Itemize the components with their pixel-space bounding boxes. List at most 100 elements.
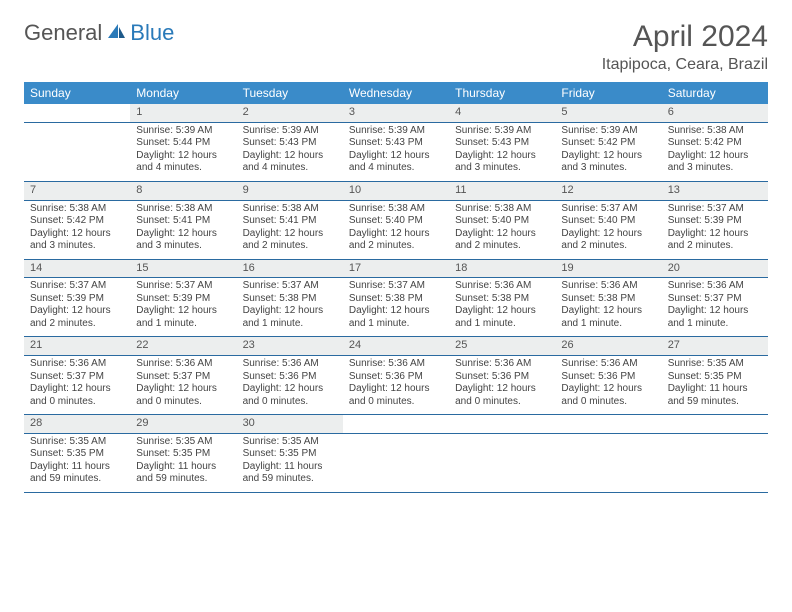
day-number: 29 (130, 415, 236, 433)
calendar-table: Sunday Monday Tuesday Wednesday Thursday… (24, 82, 768, 493)
day-cell (449, 433, 555, 492)
daylight-text-1: Daylight: 12 hours (561, 383, 655, 396)
weekday-header: Monday (130, 82, 236, 104)
daylight-text-2: and 59 minutes. (30, 473, 124, 486)
day-cell: Sunrise: 5:37 AMSunset: 5:39 PMDaylight:… (130, 278, 236, 337)
day-cell (24, 122, 130, 181)
day-cell: Sunrise: 5:36 AMSunset: 5:36 PMDaylight:… (449, 356, 555, 415)
day-cell: Sunrise: 5:37 AMSunset: 5:38 PMDaylight:… (343, 278, 449, 337)
day-cell: Sunrise: 5:37 AMSunset: 5:39 PMDaylight:… (662, 200, 768, 259)
daylight-text-2: and 0 minutes. (561, 396, 655, 409)
day-content-row: Sunrise: 5:37 AMSunset: 5:39 PMDaylight:… (24, 278, 768, 337)
day-number-cell: 9 (237, 181, 343, 200)
sunset-text: Sunset: 5:44 PM (136, 137, 230, 150)
sunset-text: Sunset: 5:40 PM (349, 215, 443, 228)
day-number: 28 (24, 415, 130, 433)
daylight-text-2: and 1 minute. (668, 318, 762, 331)
sunset-text: Sunset: 5:38 PM (349, 293, 443, 306)
daylight-text-2: and 2 minutes. (561, 240, 655, 253)
day-number-cell: 22 (130, 337, 236, 356)
day-number-cell: 28 (24, 415, 130, 434)
day-number-cell: 6 (662, 104, 768, 122)
sunrise-text: Sunrise: 5:38 AM (349, 203, 443, 216)
weekday-header: Tuesday (237, 82, 343, 104)
day-number: 24 (343, 337, 449, 355)
daylight-text-2: and 2 minutes. (349, 240, 443, 253)
title-block: April 2024 Itapipoca, Ceara, Brazil (602, 20, 768, 74)
weekday-header: Saturday (662, 82, 768, 104)
sunset-text: Sunset: 5:40 PM (561, 215, 655, 228)
day-number: 25 (449, 337, 555, 355)
day-number: 23 (237, 337, 343, 355)
day-number: 17 (343, 260, 449, 278)
sunrise-text: Sunrise: 5:37 AM (136, 280, 230, 293)
day-details: Sunrise: 5:36 AMSunset: 5:36 PMDaylight:… (449, 356, 555, 414)
day-cell: Sunrise: 5:38 AMSunset: 5:42 PMDaylight:… (24, 200, 130, 259)
sunrise-text: Sunrise: 5:38 AM (136, 203, 230, 216)
daylight-text-2: and 59 minutes. (668, 396, 762, 409)
sunset-text: Sunset: 5:41 PM (136, 215, 230, 228)
daylight-text-2: and 1 minute. (455, 318, 549, 331)
day-number-cell: 10 (343, 181, 449, 200)
day-number-cell: 25 (449, 337, 555, 356)
day-number-cell (449, 415, 555, 434)
daylight-text-2: and 2 minutes. (455, 240, 549, 253)
sunrise-text: Sunrise: 5:36 AM (561, 358, 655, 371)
day-details: Sunrise: 5:35 AMSunset: 5:35 PMDaylight:… (24, 434, 130, 492)
daylight-text-1: Daylight: 11 hours (243, 461, 337, 474)
sunrise-text: Sunrise: 5:39 AM (243, 125, 337, 138)
day-number-cell: 3 (343, 104, 449, 122)
sunset-text: Sunset: 5:37 PM (136, 371, 230, 384)
weekday-header: Friday (555, 82, 661, 104)
daylight-text-1: Daylight: 12 hours (561, 228, 655, 241)
weekday-header: Thursday (449, 82, 555, 104)
day-cell: Sunrise: 5:39 AMSunset: 5:42 PMDaylight:… (555, 122, 661, 181)
day-number: 19 (555, 260, 661, 278)
sunrise-text: Sunrise: 5:36 AM (561, 280, 655, 293)
day-cell: Sunrise: 5:38 AMSunset: 5:42 PMDaylight:… (662, 122, 768, 181)
day-number: 1 (130, 104, 236, 122)
day-details: Sunrise: 5:38 AMSunset: 5:40 PMDaylight:… (343, 201, 449, 259)
sunset-text: Sunset: 5:35 PM (668, 371, 762, 384)
day-details: Sunrise: 5:36 AMSunset: 5:38 PMDaylight:… (555, 278, 661, 336)
sunrise-text: Sunrise: 5:36 AM (455, 358, 549, 371)
daylight-text-1: Daylight: 11 hours (136, 461, 230, 474)
sunset-text: Sunset: 5:39 PM (136, 293, 230, 306)
daylight-text-1: Daylight: 12 hours (136, 383, 230, 396)
daylight-text-1: Daylight: 12 hours (349, 228, 443, 241)
daylight-text-2: and 3 minutes. (561, 162, 655, 175)
day-number-row: 123456 (24, 104, 768, 122)
day-number-cell: 4 (449, 104, 555, 122)
day-cell: Sunrise: 5:35 AMSunset: 5:35 PMDaylight:… (237, 433, 343, 492)
day-number: 15 (130, 260, 236, 278)
daylight-text-2: and 1 minute. (349, 318, 443, 331)
day-number-row: 21222324252627 (24, 337, 768, 356)
day-number: 21 (24, 337, 130, 355)
day-details: Sunrise: 5:37 AMSunset: 5:38 PMDaylight:… (237, 278, 343, 336)
sunset-text: Sunset: 5:36 PM (455, 371, 549, 384)
sunrise-text: Sunrise: 5:37 AM (349, 280, 443, 293)
day-number-cell: 11 (449, 181, 555, 200)
page-title: April 2024 (602, 20, 768, 54)
day-cell: Sunrise: 5:35 AMSunset: 5:35 PMDaylight:… (130, 433, 236, 492)
daylight-text-2: and 59 minutes. (136, 473, 230, 486)
sunrise-text: Sunrise: 5:36 AM (455, 280, 549, 293)
daylight-text-2: and 3 minutes. (136, 240, 230, 253)
day-number-cell: 8 (130, 181, 236, 200)
sunset-text: Sunset: 5:40 PM (455, 215, 549, 228)
day-number: 10 (343, 182, 449, 200)
day-number-cell: 12 (555, 181, 661, 200)
daylight-text-1: Daylight: 12 hours (243, 228, 337, 241)
day-number (555, 415, 661, 419)
day-number-cell: 23 (237, 337, 343, 356)
day-details: Sunrise: 5:36 AMSunset: 5:37 PMDaylight:… (130, 356, 236, 414)
day-number-row: 14151617181920 (24, 259, 768, 278)
day-details: Sunrise: 5:37 AMSunset: 5:39 PMDaylight:… (662, 201, 768, 259)
day-cell: Sunrise: 5:39 AMSunset: 5:43 PMDaylight:… (343, 122, 449, 181)
logo: General Blue (24, 20, 174, 46)
day-number-cell: 18 (449, 259, 555, 278)
sunrise-text: Sunrise: 5:35 AM (243, 436, 337, 449)
weekday-header: Wednesday (343, 82, 449, 104)
day-details: Sunrise: 5:37 AMSunset: 5:39 PMDaylight:… (130, 278, 236, 336)
day-number: 30 (237, 415, 343, 433)
